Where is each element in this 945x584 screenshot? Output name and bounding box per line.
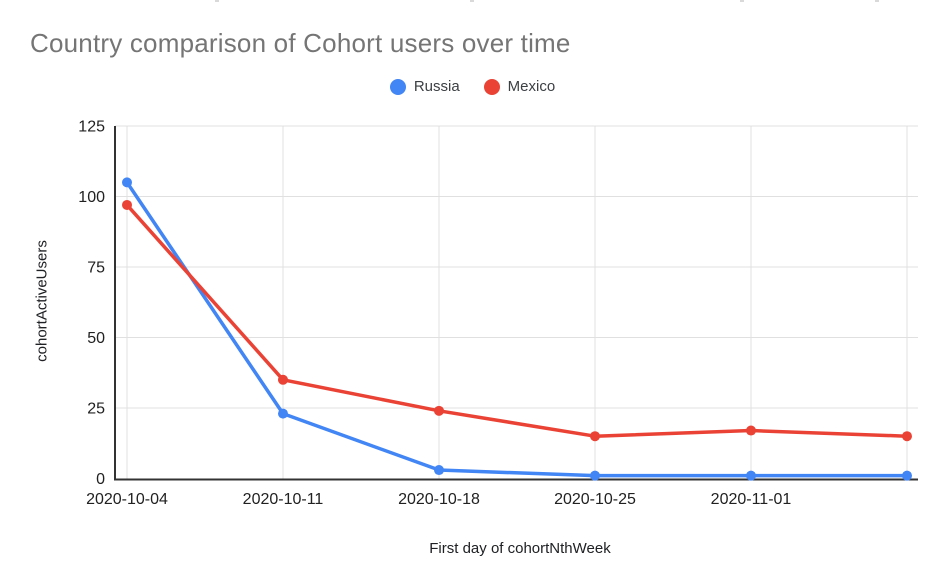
legend-label-russia: Russia bbox=[413, 78, 460, 95]
series-line-russia bbox=[125, 180, 909, 478]
data-point-russia[interactable] bbox=[122, 177, 132, 188]
y-tick-label: 50 bbox=[87, 330, 105, 347]
top-edge-artifact bbox=[740, 0, 744, 2]
x-tick-label: 2020-10-25 bbox=[554, 491, 636, 508]
y-tick-label: 125 bbox=[78, 119, 105, 136]
top-edge-artifact bbox=[875, 0, 879, 2]
legend-marker-mexico-icon bbox=[483, 78, 500, 95]
data-point-russia[interactable] bbox=[746, 470, 756, 481]
x-tick-label: 2020-11-01 bbox=[711, 491, 792, 508]
top-edge-artifact bbox=[215, 0, 219, 2]
x-tick-label: 2020-10-04 bbox=[86, 491, 168, 508]
y-tick-label: 100 bbox=[78, 189, 105, 206]
data-point-russia[interactable] bbox=[434, 465, 444, 476]
y-tick-label: 0 bbox=[96, 471, 105, 488]
data-point-mexico[interactable] bbox=[902, 431, 912, 442]
chart-title: Country comparison of Cohort users over … bbox=[30, 28, 571, 58]
legend-label-mexico: Mexico bbox=[507, 78, 556, 95]
data-point-mexico[interactable] bbox=[122, 199, 132, 210]
legend-item-russia[interactable]: Russia bbox=[389, 78, 460, 95]
data-point-mexico[interactable] bbox=[278, 374, 288, 385]
data-point-mexico[interactable] bbox=[746, 425, 756, 436]
data-point-mexico[interactable] bbox=[590, 431, 600, 442]
y-tick-label: 75 bbox=[87, 260, 105, 277]
chart-legend: Russia Mexico bbox=[0, 78, 945, 95]
top-edge-artifact bbox=[470, 0, 474, 2]
legend-item-mexico[interactable]: Mexico bbox=[483, 78, 556, 95]
x-tick-label: 2020-10-18 bbox=[398, 491, 480, 508]
y-tick-label: 25 bbox=[87, 401, 105, 418]
data-point-russia[interactable] bbox=[590, 470, 600, 481]
x-tick-label: 2020-10-11 bbox=[243, 491, 324, 508]
x-axis-title: First day of cohortNthWeek bbox=[429, 540, 611, 557]
data-point-mexico[interactable] bbox=[434, 405, 444, 416]
legend-marker-russia-icon bbox=[389, 78, 406, 95]
series-line-mexico bbox=[125, 203, 909, 438]
data-point-russia[interactable] bbox=[278, 408, 288, 419]
data-point-russia[interactable] bbox=[902, 470, 912, 481]
